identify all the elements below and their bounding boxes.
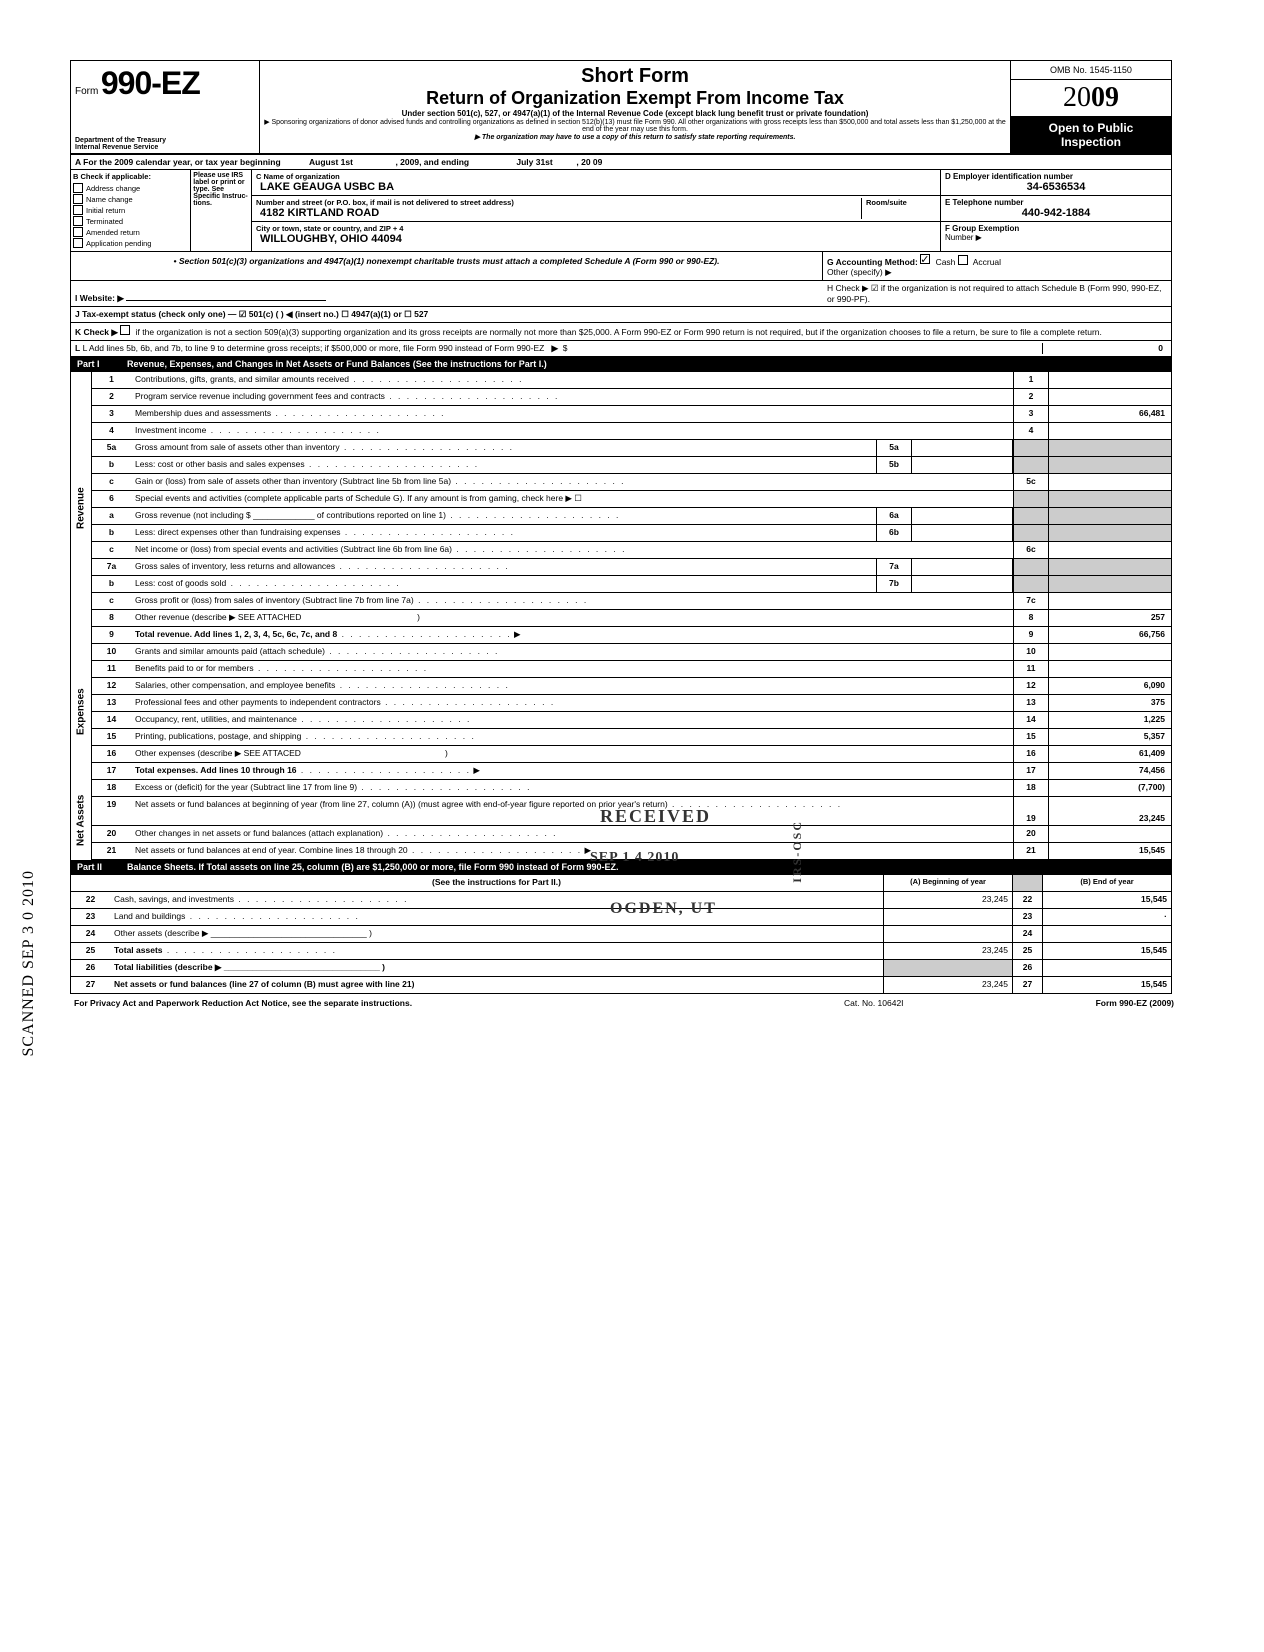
group-label: F Group Exemption [945, 224, 1167, 233]
website-label: I Website: ▶ [75, 293, 124, 303]
check-k[interactable] [120, 325, 130, 335]
row-i-h: I Website: ▶ H Check ▶ ☑ if the organiza… [71, 281, 1171, 307]
header-right: OMB No. 1545-1150 2009 Open to Public In… [1011, 61, 1171, 153]
check-address[interactable] [73, 183, 83, 193]
org-name: LAKE GEAUGA USBC BA [256, 181, 936, 193]
header-left: Form 990-EZ Department of the Treasury I… [71, 61, 260, 153]
note1: ▶ Sponsoring organizations of donor advi… [264, 118, 1006, 133]
subtitle: Under section 501(c), 527, or 4947(a)(1)… [264, 109, 1006, 118]
number-label: Number ▶ [945, 233, 1167, 242]
ogden-stamp: OGDEN, UT [610, 900, 717, 918]
name-label: C Name of organization [256, 172, 936, 181]
check-cash[interactable] [920, 254, 930, 264]
check-accrual[interactable] [958, 255, 968, 265]
org-city: WILLOUGHBY, OHIO 44094 [256, 233, 936, 245]
section-501: • Section 501(c)(3) organizations and 49… [71, 252, 1171, 281]
check-pending[interactable] [73, 238, 83, 248]
row-j: J Tax-exempt status (check only one) — ☑… [71, 307, 1171, 323]
ein-value: 34-6536534 [945, 181, 1167, 193]
check-name[interactable] [73, 194, 83, 204]
open-public: Open to Public Inspection [1011, 117, 1171, 153]
netassets-label: Net Assets [71, 780, 92, 860]
row-k: K Check ▶ if the organization is not a s… [71, 323, 1171, 341]
b-label: B Check if applicable: [73, 172, 188, 181]
expenses-label: Expenses [71, 644, 92, 780]
line-l-amount: 0 [1042, 343, 1167, 354]
form-footer: For Privacy Act and Paperwork Reduction … [70, 994, 1178, 1012]
col-c: C Name of organization LAKE GEAUGA USBC … [252, 170, 941, 251]
dept-treasury: Department of the Treasury [75, 137, 166, 144]
check-terminated[interactable] [73, 216, 83, 226]
section-bcd: B Check if applicable: Address change Na… [71, 170, 1171, 252]
received-stamp: RECEIVED [600, 806, 711, 827]
h-check: H Check ▶ ☑ if the organization is not r… [827, 283, 1167, 304]
tax-year: 2009 [1011, 80, 1171, 117]
col-b: B Check if applicable: Address change Na… [71, 170, 252, 251]
please-use-label: Please use IRS label or print or type. S… [190, 170, 251, 251]
title-return: Return of Organization Exempt From Incom… [264, 88, 1006, 109]
check-amended[interactable] [73, 227, 83, 237]
omb-no: OMB No. 1545-1150 [1011, 61, 1171, 80]
col-d: D Employer identification number 34-6536… [941, 170, 1171, 251]
form-prefix: Form [75, 86, 98, 97]
sec-501-text: • Section 501(c)(3) organizations and 49… [71, 252, 823, 280]
city-label: City or town, state or country, and ZIP … [256, 224, 936, 233]
note2: ▶ The organization may have to use a cop… [264, 133, 1006, 141]
sec-g: G Accounting Method: Cash Accrual Other … [823, 252, 1171, 280]
addr-label: Number and street (or P.O. box, if mail … [256, 198, 861, 207]
ein-label: D Employer identification number [945, 172, 1167, 181]
tel-label: E Telephone number [945, 198, 1167, 207]
header-mid: Short Form Return of Organization Exempt… [260, 61, 1011, 153]
website-value[interactable] [126, 300, 326, 301]
part1-header: Part I Revenue, Expenses, and Changes in… [71, 357, 1171, 372]
part2-col-headers: (See the instructions for Part II.) (A) … [71, 875, 1171, 892]
org-address: 4182 KIRTLAND ROAD [256, 207, 861, 219]
room-label: Room/suite [866, 198, 936, 207]
row-l: L L Add lines 5b, 6b, and 7b, to line 9 … [71, 341, 1171, 357]
revenue-label: Revenue [71, 372, 92, 644]
form-number: 990-EZ [101, 65, 200, 101]
expenses-section: Expenses 10Grants and similar amounts pa… [71, 644, 1171, 780]
check-initial[interactable] [73, 205, 83, 215]
irs-label: Internal Revenue Service [75, 144, 166, 151]
irs-osc-stamp: IRS-OSC [790, 820, 805, 883]
form-header: Form 990-EZ Department of the Treasury I… [71, 61, 1171, 155]
scanned-stamp: SCANNED SEP 3 0 2010 [20, 870, 38, 1057]
tel-value: 440-942-1884 [945, 207, 1167, 219]
revenue-section: Revenue 1Contributions, gifts, grants, a… [71, 372, 1171, 644]
title-short-form: Short Form [264, 65, 1006, 88]
row-a-tax-year: A For the 2009 calendar year, or tax yea… [71, 155, 1171, 170]
date-stamp: SEP 1 4 2010 [590, 850, 679, 866]
